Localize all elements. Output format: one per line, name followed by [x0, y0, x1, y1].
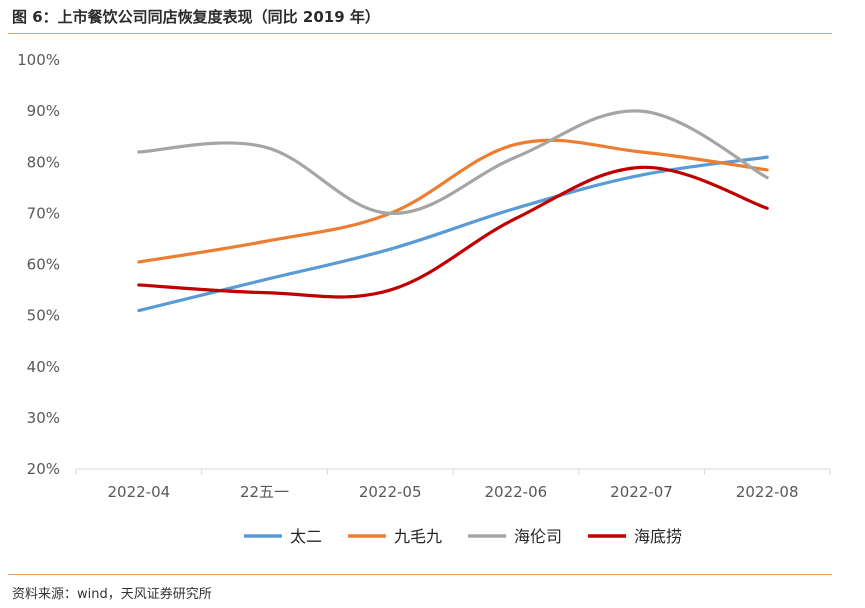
- series-lines: [137, 109, 769, 313]
- bottom-rule: [8, 574, 832, 575]
- x-axis-labels: 2022-04 22五一 2022-05 2022-06 2022-07 2022-08: [107, 483, 798, 501]
- series-line-4: [137, 165, 769, 299]
- figure-title: 图 6：上市餐饮公司同店恢复度表现（同比 2019 年）: [12, 8, 380, 26]
- y-tick-label: 30%: [27, 409, 60, 427]
- legend-item: 海伦司: [468, 527, 562, 546]
- y-tick-label: 70%: [27, 204, 60, 222]
- series-line-3: [137, 109, 769, 215]
- source-note: 资料来源：wind，天风证券研究所: [12, 587, 212, 602]
- legend-label: 九毛九: [394, 527, 442, 546]
- x-tick-label: 2022-06: [484, 483, 547, 501]
- legend-label: 海伦司: [514, 527, 562, 546]
- y-tick-label: 90%: [27, 102, 60, 120]
- legend-item: 九毛九: [348, 527, 442, 546]
- legend: 太二 九毛九 海伦司 海底捞: [244, 527, 682, 546]
- series-line-1: [137, 155, 769, 313]
- x-tick-label: 22五一: [240, 483, 289, 501]
- top-rule: [8, 33, 832, 34]
- legend-label: 太二: [290, 527, 322, 546]
- legend-item: 海底捞: [588, 527, 682, 546]
- y-tick-label: 40%: [27, 358, 60, 376]
- y-tick-label: 20%: [27, 460, 60, 478]
- y-tick-label: 80%: [27, 153, 60, 171]
- x-tick-label: 2022-07: [610, 483, 673, 501]
- line-chart: 20% 30% 40% 50% 60% 70% 80% 90% 100% 2022-04 22五一…: [17, 51, 831, 546]
- y-tick-label: 60%: [27, 256, 60, 274]
- x-tick-label: 2022-08: [736, 483, 799, 501]
- legend-label: 海底捞: [634, 527, 682, 546]
- x-tick-label: 2022-05: [359, 483, 422, 501]
- series-line-2: [137, 138, 769, 264]
- x-axis-ticks: [75, 469, 831, 475]
- legend-item: 太二: [244, 527, 322, 546]
- y-tick-label: 50%: [27, 307, 60, 325]
- x-tick-label: 2022-04: [107, 483, 170, 501]
- y-tick-label: 100%: [17, 51, 60, 69]
- y-axis-labels: 20% 30% 40% 50% 60% 70% 80% 90% 100%: [17, 51, 60, 478]
